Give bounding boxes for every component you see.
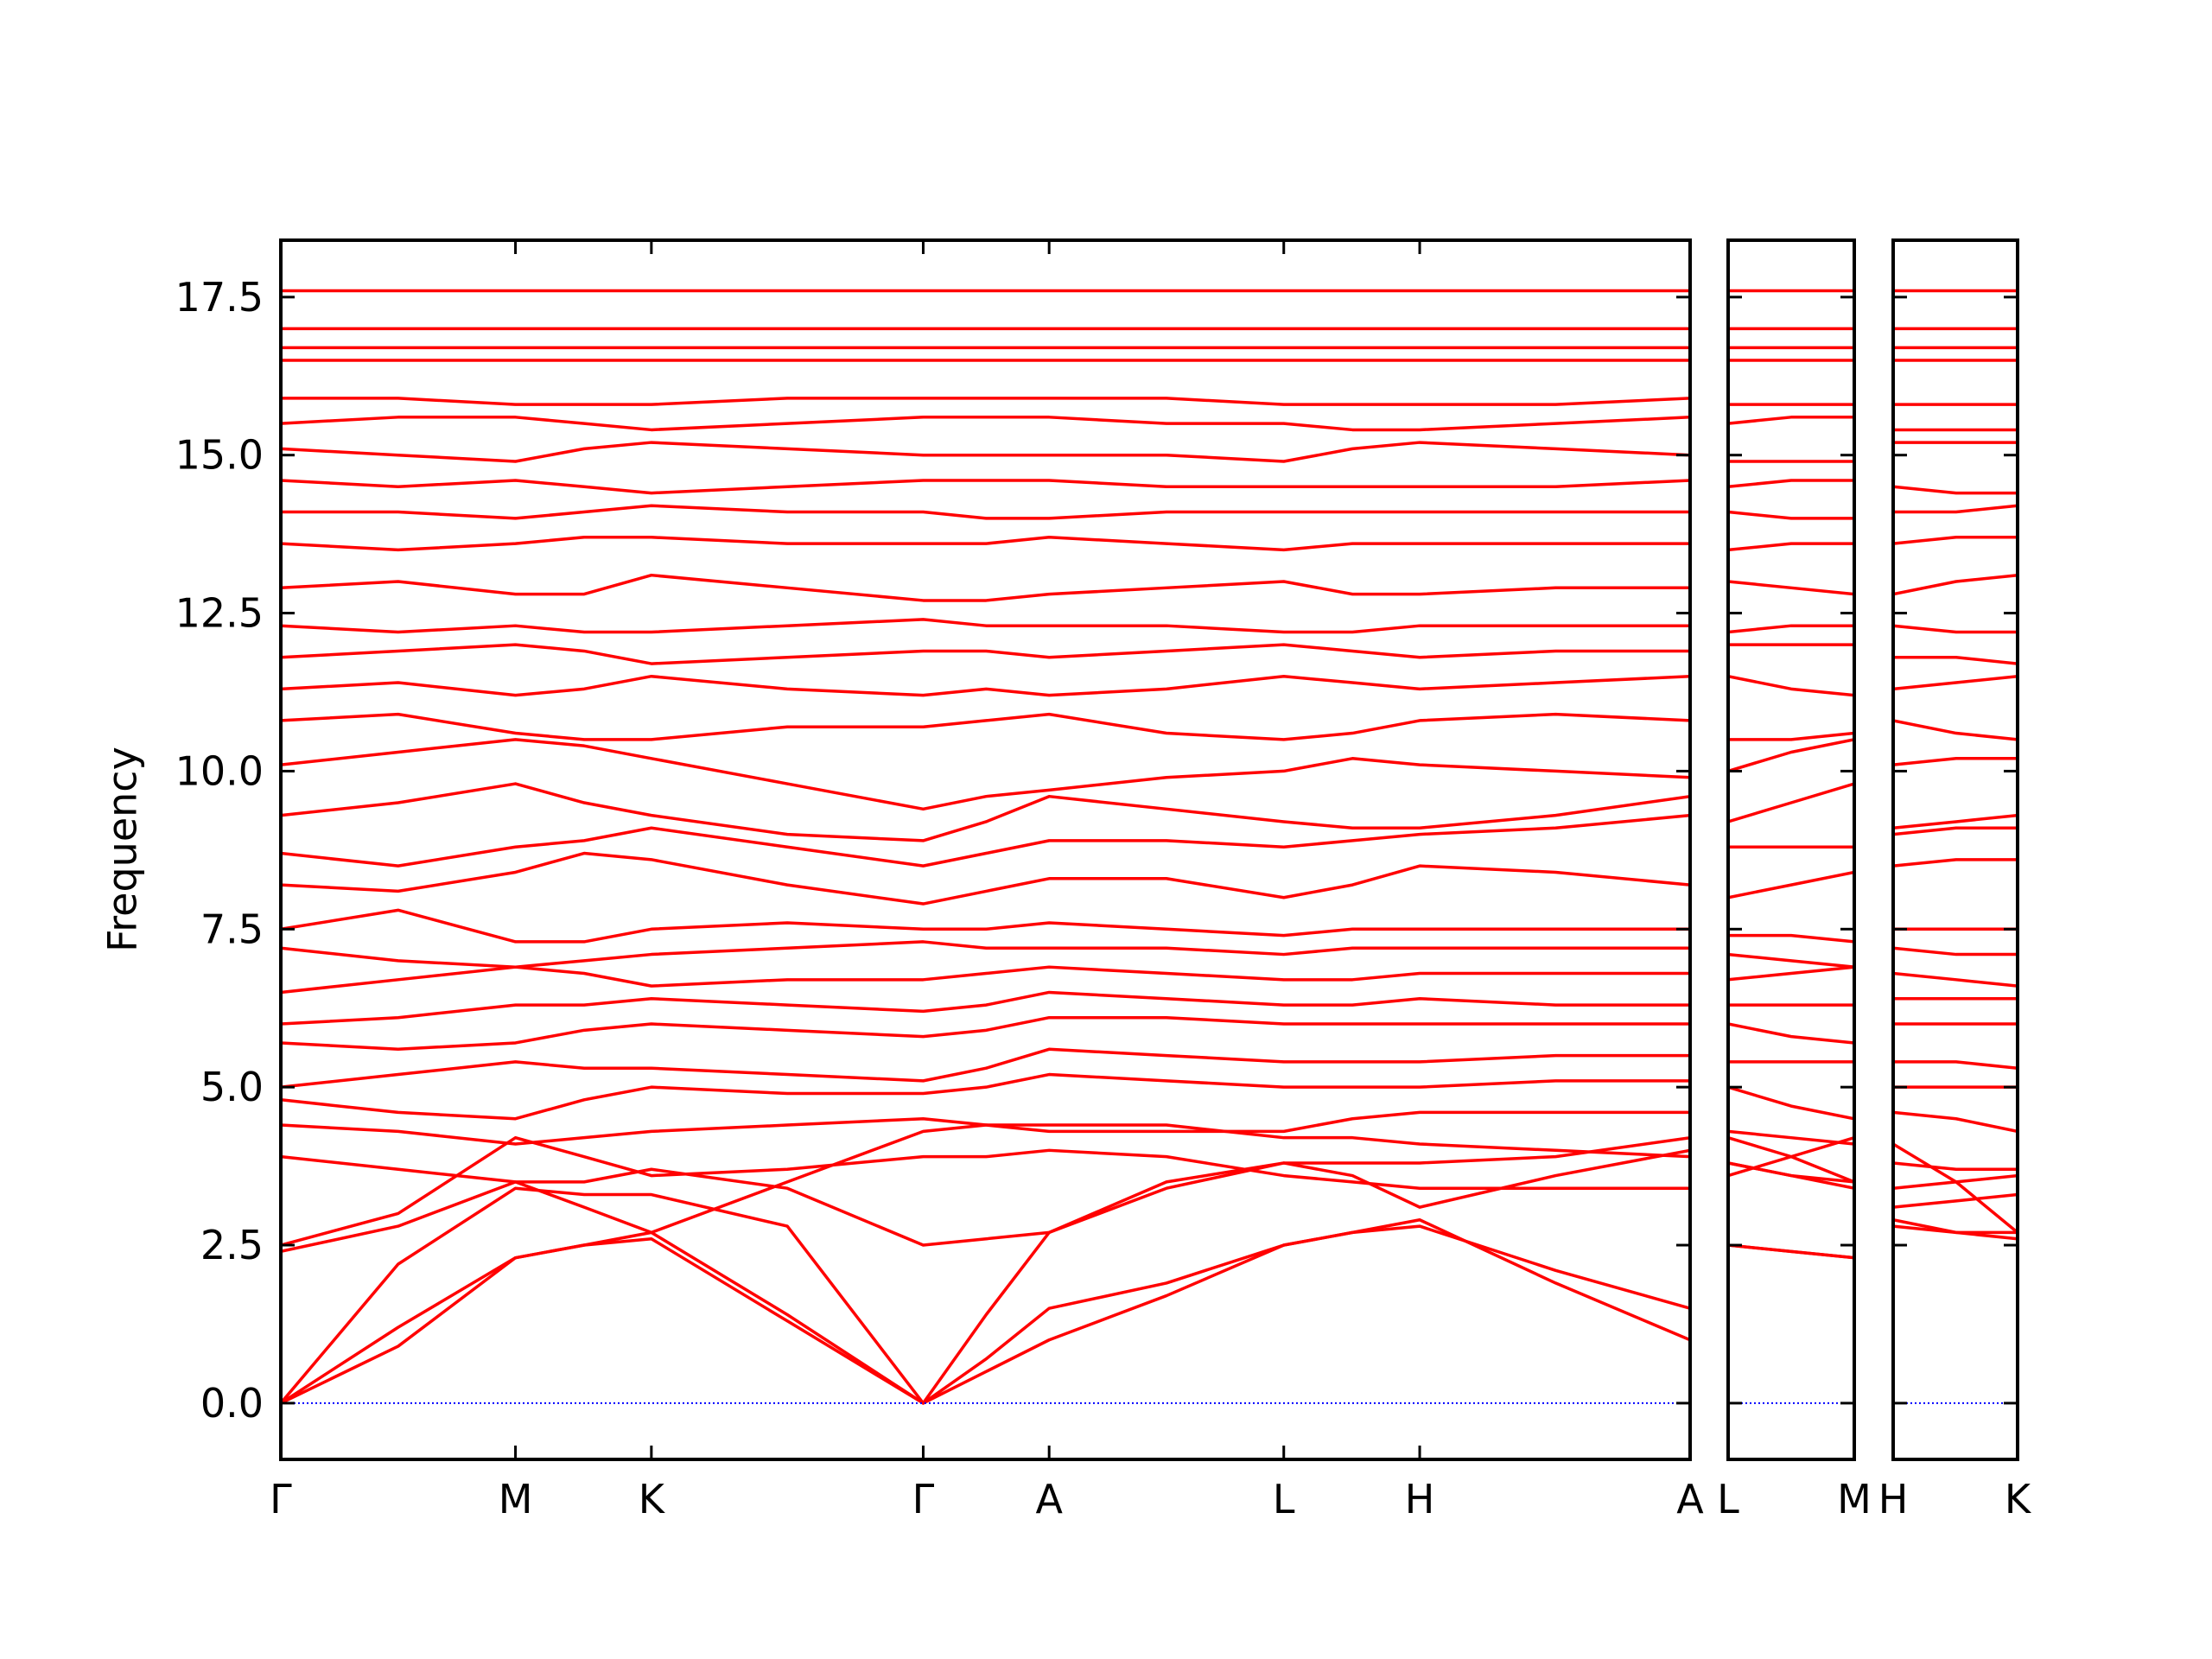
y-tick-label: 7.5 <box>200 906 264 952</box>
x-tick-label: K <box>2005 1476 2032 1522</box>
band-line <box>1728 965 1854 982</box>
band-line <box>1893 971 2018 988</box>
band-line <box>281 674 1690 697</box>
band-line <box>1728 1161 1854 1184</box>
band-line <box>1893 1192 2018 1209</box>
band-line <box>1893 1161 2018 1172</box>
band-line <box>1893 946 2018 957</box>
band-line <box>281 618 1690 634</box>
band-line <box>1728 933 1854 944</box>
y-tick-label: 0.0 <box>200 1380 264 1427</box>
band-line <box>281 851 1690 906</box>
x-tick-label: A <box>1676 1476 1704 1522</box>
band-line <box>1893 826 2018 836</box>
band-line <box>1893 719 2018 741</box>
band-line <box>1893 813 2018 830</box>
band-line <box>1728 674 1854 697</box>
x-tick-label: K <box>639 1476 666 1522</box>
band-line <box>1728 580 1854 596</box>
band-line <box>281 1047 1690 1089</box>
band-line <box>1728 1085 1854 1121</box>
band-line <box>1728 624 1854 634</box>
x-tick-label: A <box>1035 1476 1063 1522</box>
band-line <box>1893 573 2018 596</box>
band-line <box>1893 656 2018 665</box>
band-line <box>281 536 1690 552</box>
y-tick-label: 15.0 <box>175 432 264 479</box>
y-tick-label: 10.0 <box>175 747 264 794</box>
band-line <box>281 479 1690 495</box>
band-line <box>281 738 1690 811</box>
band-line <box>1893 624 2018 634</box>
plot-frame <box>1726 238 1856 1461</box>
band-line <box>281 1224 1690 1405</box>
band-line <box>1893 757 2018 766</box>
band-line <box>281 573 1690 602</box>
band-line <box>1893 504 2018 514</box>
band-line <box>281 1072 1690 1121</box>
band-line <box>281 940 1690 969</box>
band-line <box>1893 1110 2018 1134</box>
band-line <box>1728 870 1854 899</box>
x-tick-label: M <box>1837 1476 1872 1522</box>
band-line <box>1893 1224 2018 1235</box>
band-line <box>281 813 1690 868</box>
x-tick-label: L <box>1717 1476 1739 1522</box>
band-line <box>281 416 1690 432</box>
band-line <box>1728 738 1854 773</box>
band-line <box>1893 1060 2018 1070</box>
band-line <box>1728 542 1854 552</box>
plot-frame <box>279 238 1692 1461</box>
band-line <box>281 1015 1690 1052</box>
band-line <box>281 504 1690 520</box>
band-line <box>281 990 1690 1026</box>
band-line <box>1728 510 1854 520</box>
band-line <box>281 1218 1690 1405</box>
band-line <box>281 1110 1690 1146</box>
band-line <box>281 441 1690 463</box>
band-line <box>281 643 1690 665</box>
y-tick-label: 5.0 <box>200 1064 264 1110</box>
band-line <box>1728 479 1854 489</box>
band-line <box>1728 1243 1854 1260</box>
band-line <box>281 1135 1690 1254</box>
band-line <box>1893 536 2018 545</box>
band-line <box>281 1135 1690 1247</box>
x-tick-label: Γ <box>912 1476 935 1522</box>
band-line <box>1893 485 2018 495</box>
band-line <box>1728 1136 1854 1184</box>
x-tick-label: H <box>1405 1476 1435 1522</box>
y-tick-label: 12.5 <box>175 590 264 637</box>
y-tick-label: 2.5 <box>200 1222 264 1268</box>
y-tick-label: 17.5 <box>175 274 264 321</box>
band-line <box>281 908 1690 944</box>
x-tick-label: Γ <box>270 1476 292 1522</box>
x-tick-label: L <box>1273 1476 1295 1522</box>
band-line <box>1893 858 2018 868</box>
band-line <box>281 782 1690 842</box>
y-axis-label: Frequency <box>99 747 146 952</box>
band-line <box>1893 674 2018 691</box>
band-line <box>1728 731 1854 741</box>
band-line <box>281 712 1690 741</box>
band-line <box>1728 1022 1854 1045</box>
plot-frame <box>1891 238 2019 1461</box>
band-line <box>1893 1142 2018 1234</box>
band-line <box>1728 1129 1854 1146</box>
x-tick-label: H <box>1878 1476 1909 1522</box>
band-line <box>1728 782 1854 823</box>
band-line <box>1728 952 1854 969</box>
band-line <box>281 397 1690 406</box>
band-line <box>1728 416 1854 425</box>
band-line <box>281 965 1690 995</box>
x-tick-label: M <box>499 1476 533 1522</box>
